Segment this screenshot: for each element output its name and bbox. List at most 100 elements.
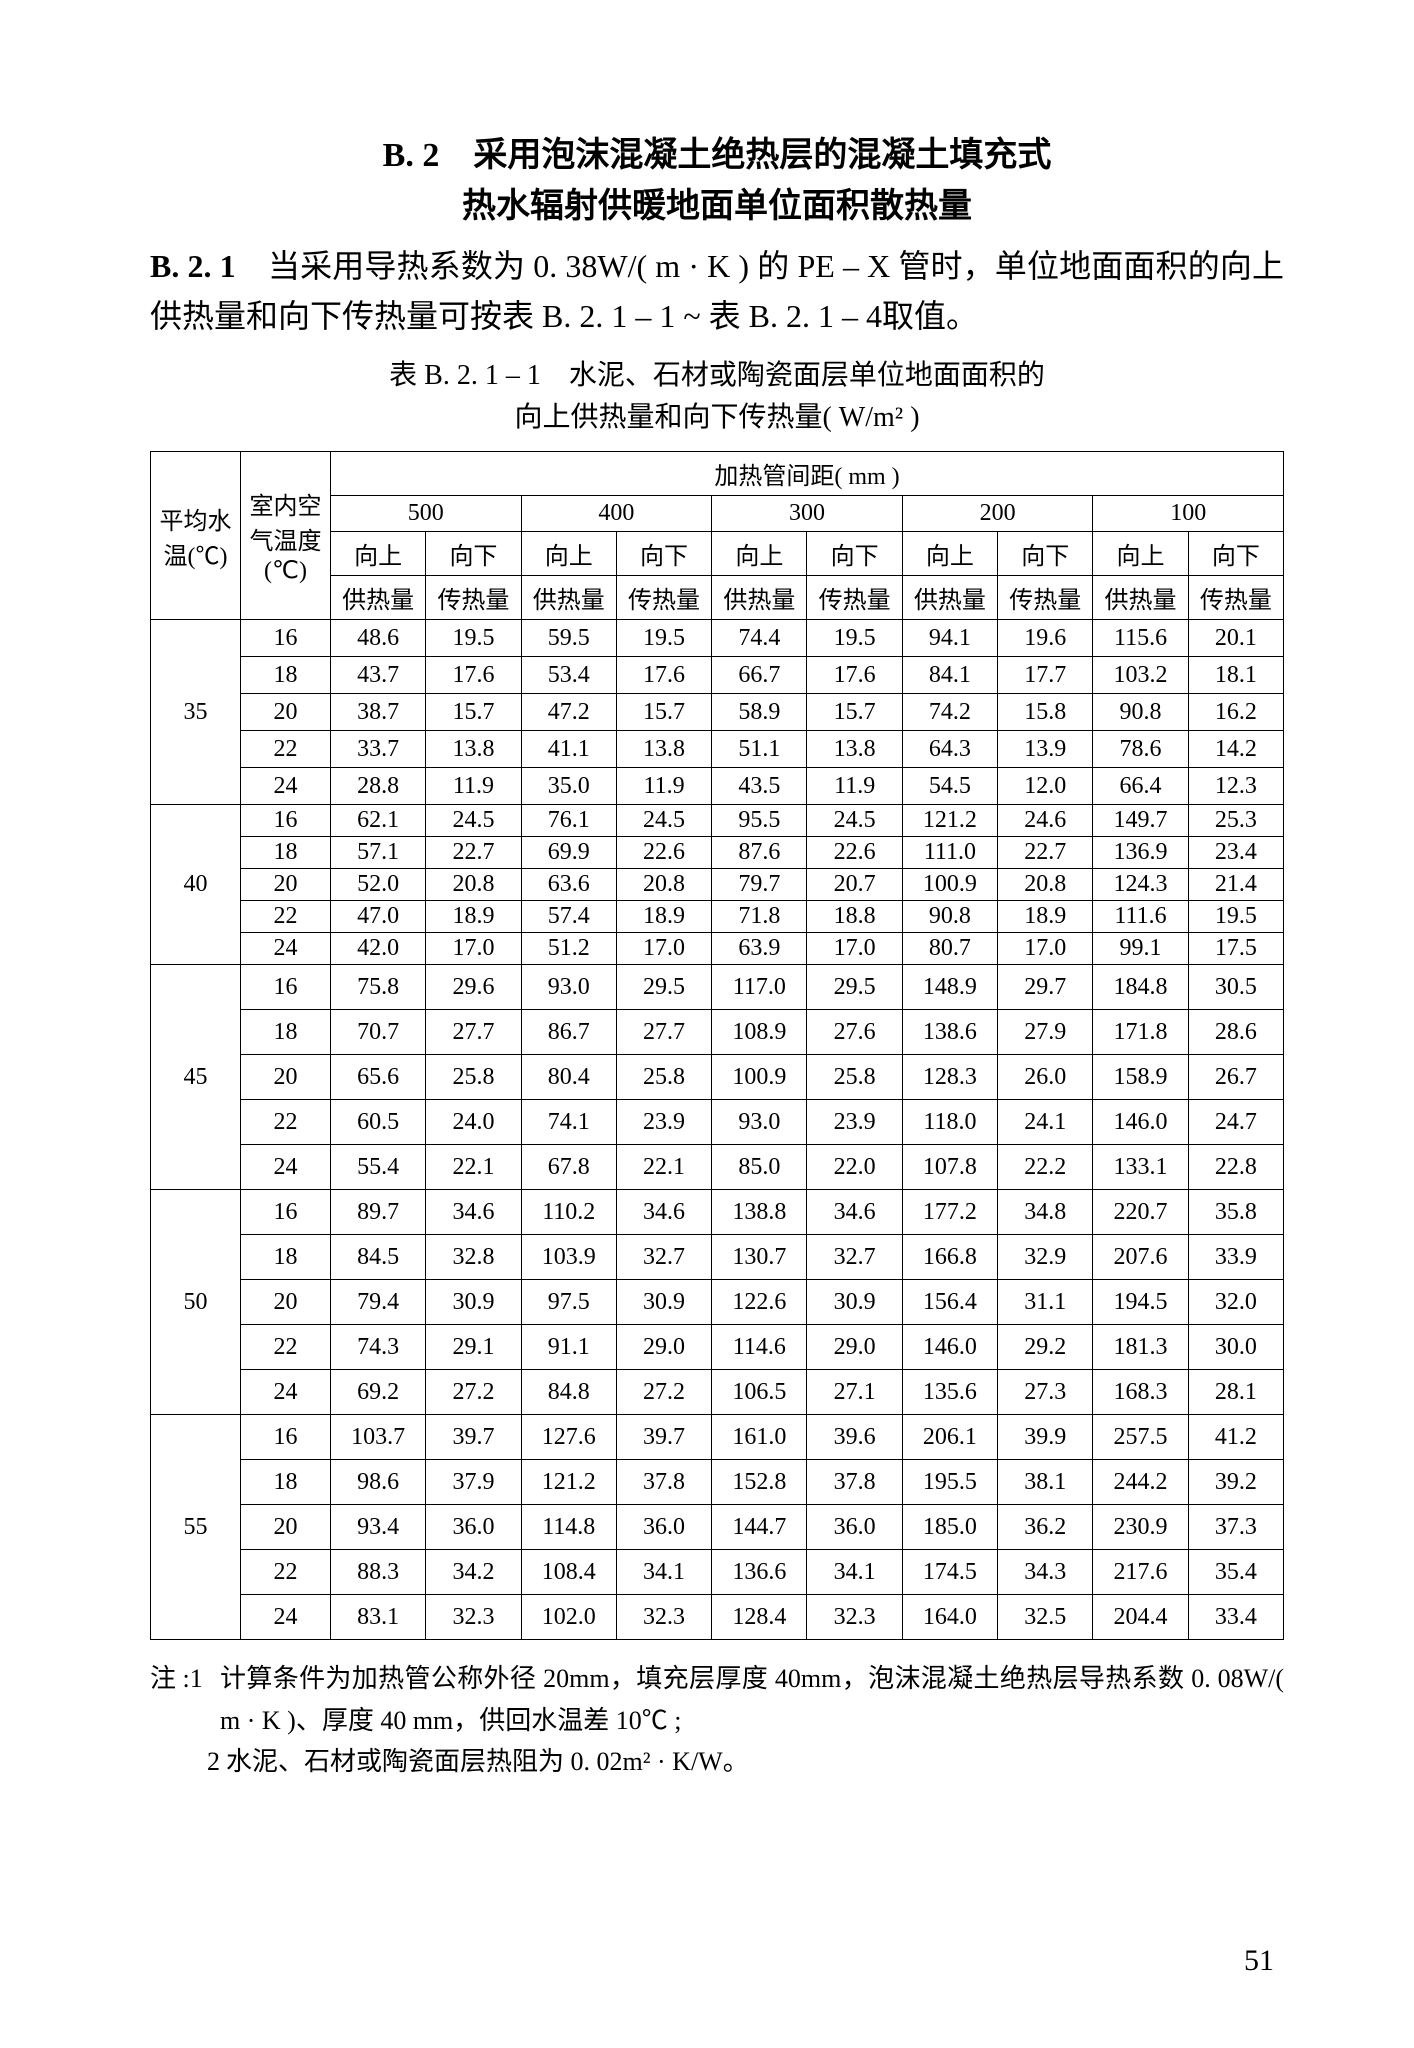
cell-value: 35.8 [1188,1190,1283,1235]
group-35: 351648.619.559.519.574.419.594.119.6115.… [151,620,1284,805]
cell-value: 24.5 [807,805,902,837]
cell-value: 34.6 [807,1190,902,1235]
cell-value: 51.1 [712,731,807,768]
cell-value: 75.8 [331,965,426,1010]
cell-value: 27.3 [998,1370,1093,1415]
table-row: 401662.124.576.124.595.524.5121.224.6149… [151,805,1284,837]
cell-value: 84.1 [902,657,997,694]
cell-value: 19.5 [1188,901,1283,933]
cell-value: 34.1 [807,1550,902,1595]
cell-value: 12.3 [1188,768,1283,805]
hdr-air-temp: 室内空气温度(℃) [241,452,331,620]
cell-value: 29.0 [807,1325,902,1370]
hdr-up2: 供热量 [331,576,426,620]
cell-value: 17.0 [807,933,902,965]
cell-air-temp: 20 [241,1505,331,1550]
hdr-air-l3: (℃) [264,558,307,584]
cell-value: 18.1 [1188,657,1283,694]
cell-value: 71.8 [712,901,807,933]
cell-value: 144.7 [712,1505,807,1550]
cell-value: 47.2 [521,694,616,731]
cell-value: 24.0 [426,1100,521,1145]
cell-value: 133.1 [1093,1145,1188,1190]
cell-value: 25.8 [616,1055,711,1100]
cell-value: 95.5 [712,805,807,837]
hdr-dn2: 传热量 [807,576,902,620]
cell-value: 35.4 [1188,1550,1283,1595]
cell-value: 27.1 [807,1370,902,1415]
hdr-avg-temp: 平均水温(℃) [151,452,241,620]
cell-value: 146.0 [1093,1100,1188,1145]
paragraph-number: B. 2. 1 [150,248,236,284]
cell-value: 174.5 [902,1550,997,1595]
cell-value: 103.9 [521,1235,616,1280]
table-row: 1884.532.8103.932.7130.732.7166.832.9207… [151,1235,1284,1280]
cell-value: 25.3 [1188,805,1283,837]
cell-value: 204.4 [1093,1595,1188,1640]
cell-air-temp: 16 [241,1190,331,1235]
cell-value: 29.0 [616,1325,711,1370]
cell-air-temp: 20 [241,1055,331,1100]
cell-value: 22.1 [426,1145,521,1190]
cell-value: 64.3 [902,731,997,768]
cell-value: 94.1 [902,620,997,657]
cell-value: 30.5 [1188,965,1283,1010]
table-row: 2065.625.880.425.8100.925.8128.326.0158.… [151,1055,1284,1100]
cell-water-temp: 35 [151,620,241,805]
table-head: 平均水温(℃) 室内空气温度(℃) 加热管间距( mm ) 5004003002… [151,452,1284,620]
table-row: 2442.017.051.217.063.917.080.717.099.117… [151,933,1284,965]
cell-value: 148.9 [902,965,997,1010]
hdr-spacing-300: 300 [712,496,903,532]
cell-value: 97.5 [521,1280,616,1325]
cell-value: 22.1 [616,1145,711,1190]
cell-value: 23.9 [616,1100,711,1145]
cell-value: 32.0 [1188,1280,1283,1325]
cell-value: 78.6 [1093,731,1188,768]
cell-value: 166.8 [902,1235,997,1280]
cell-air-temp: 24 [241,1145,331,1190]
cell-value: 33.7 [331,731,426,768]
cell-value: 32.3 [426,1595,521,1640]
table-row: 351648.619.559.519.574.419.594.119.6115.… [151,620,1284,657]
cell-value: 86.7 [521,1010,616,1055]
cell-value: 36.0 [807,1505,902,1550]
cell-value: 136.6 [712,1550,807,1595]
cell-value: 34.1 [616,1550,711,1595]
hdr-air-l2: 气温度 [250,529,322,555]
cell-value: 164.0 [902,1595,997,1640]
cell-value: 17.0 [616,933,711,965]
cell-value: 17.6 [616,657,711,694]
cell-value: 27.7 [426,1010,521,1055]
cell-value: 39.7 [616,1415,711,1460]
cell-value: 30.9 [616,1280,711,1325]
cell-value: 15.7 [426,694,521,731]
cell-value: 48.6 [331,620,426,657]
cell-value: 37.8 [616,1460,711,1505]
cell-value: 22.7 [998,837,1093,869]
hdr-spacing-100: 100 [1093,496,1284,532]
cell-air-temp: 18 [241,1235,331,1280]
cell-value: 91.1 [521,1325,616,1370]
table-row: 1857.122.769.922.687.622.6111.022.7136.9… [151,837,1284,869]
cell-value: 124.3 [1093,869,1188,901]
cell-value: 217.6 [1093,1550,1188,1595]
cell-value: 37.8 [807,1460,902,1505]
cell-value: 24.6 [998,805,1093,837]
cell-value: 33.9 [1188,1235,1283,1280]
cell-value: 24.5 [426,805,521,837]
cell-air-temp: 20 [241,1280,331,1325]
cell-value: 33.4 [1188,1595,1283,1640]
heat-table: 平均水温(℃) 室内空气温度(℃) 加热管间距( mm ) 5004003002… [150,451,1284,1640]
cell-value: 108.4 [521,1550,616,1595]
cell-value: 88.3 [331,1550,426,1595]
cell-value: 74.4 [712,620,807,657]
cell-value: 27.9 [998,1010,1093,1055]
cell-value: 25.8 [807,1055,902,1100]
paragraph-b21: B. 2. 1 当采用导热系数为 0. 38W/( m · K ) 的 PE –… [150,242,1284,341]
hdr-up2: 供热量 [1093,576,1188,620]
cell-value: 93.0 [712,1100,807,1145]
table-row: 501689.734.6110.234.6138.834.6177.234.82… [151,1190,1284,1235]
cell-value: 85.0 [712,1145,807,1190]
cell-value: 28.6 [1188,1010,1283,1055]
cell-value: 18.9 [998,901,1093,933]
